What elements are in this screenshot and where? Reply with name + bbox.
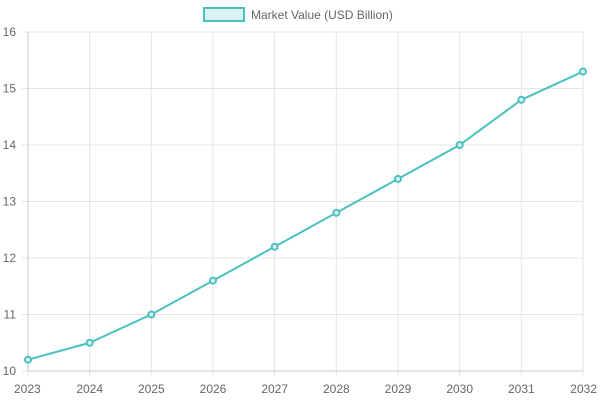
legend-label: Market Value (USD Billion) bbox=[251, 8, 393, 22]
x-tick-label: 2029 bbox=[385, 382, 412, 396]
x-axis-ticks: 2023 2024 2025 2026 2027 2028 2029 2030 2031 2032 bbox=[14, 382, 597, 396]
data-point[interactable] bbox=[579, 67, 587, 76]
x-tick-label: 2023 bbox=[14, 382, 41, 396]
y-tick-label: 14 bbox=[3, 138, 17, 152]
x-tick-label: 2027 bbox=[261, 382, 288, 396]
y-tick-label: 10 bbox=[3, 364, 17, 378]
x-tick-label: 2025 bbox=[138, 382, 165, 396]
y-tick-label: 13 bbox=[3, 195, 17, 209]
y-tick-label: 12 bbox=[3, 251, 17, 265]
y-tick-label: 16 bbox=[3, 25, 17, 39]
data-point[interactable] bbox=[270, 242, 279, 251]
data-point[interactable] bbox=[209, 276, 217, 285]
series-points bbox=[24, 67, 587, 364]
series-line bbox=[27, 70, 584, 361]
data-point[interactable] bbox=[85, 338, 94, 347]
grid bbox=[22, 31, 584, 377]
x-tick-label: 2024 bbox=[76, 382, 103, 396]
data-point[interactable] bbox=[517, 95, 526, 104]
y-axis-ticks: 10 11 12 13 14 15 16 bbox=[3, 25, 17, 378]
x-tick-label: 2026 bbox=[200, 382, 227, 396]
data-point[interactable] bbox=[24, 355, 32, 364]
x-tick-label: 2031 bbox=[508, 382, 535, 396]
data-point[interactable] bbox=[332, 208, 341, 217]
legend[interactable]: Market Value (USD Billion) bbox=[203, 7, 393, 22]
x-tick-label: 2032 bbox=[570, 382, 597, 396]
data-point[interactable] bbox=[455, 141, 464, 149]
y-tick-label: 11 bbox=[4, 308, 17, 322]
data-point[interactable] bbox=[394, 174, 402, 183]
x-tick-label: 2030 bbox=[446, 382, 473, 396]
x-tick-label: 2028 bbox=[323, 382, 350, 396]
data-point[interactable] bbox=[147, 310, 156, 319]
y-tick-label: 15 bbox=[3, 82, 17, 96]
legend-swatch bbox=[203, 7, 245, 22]
